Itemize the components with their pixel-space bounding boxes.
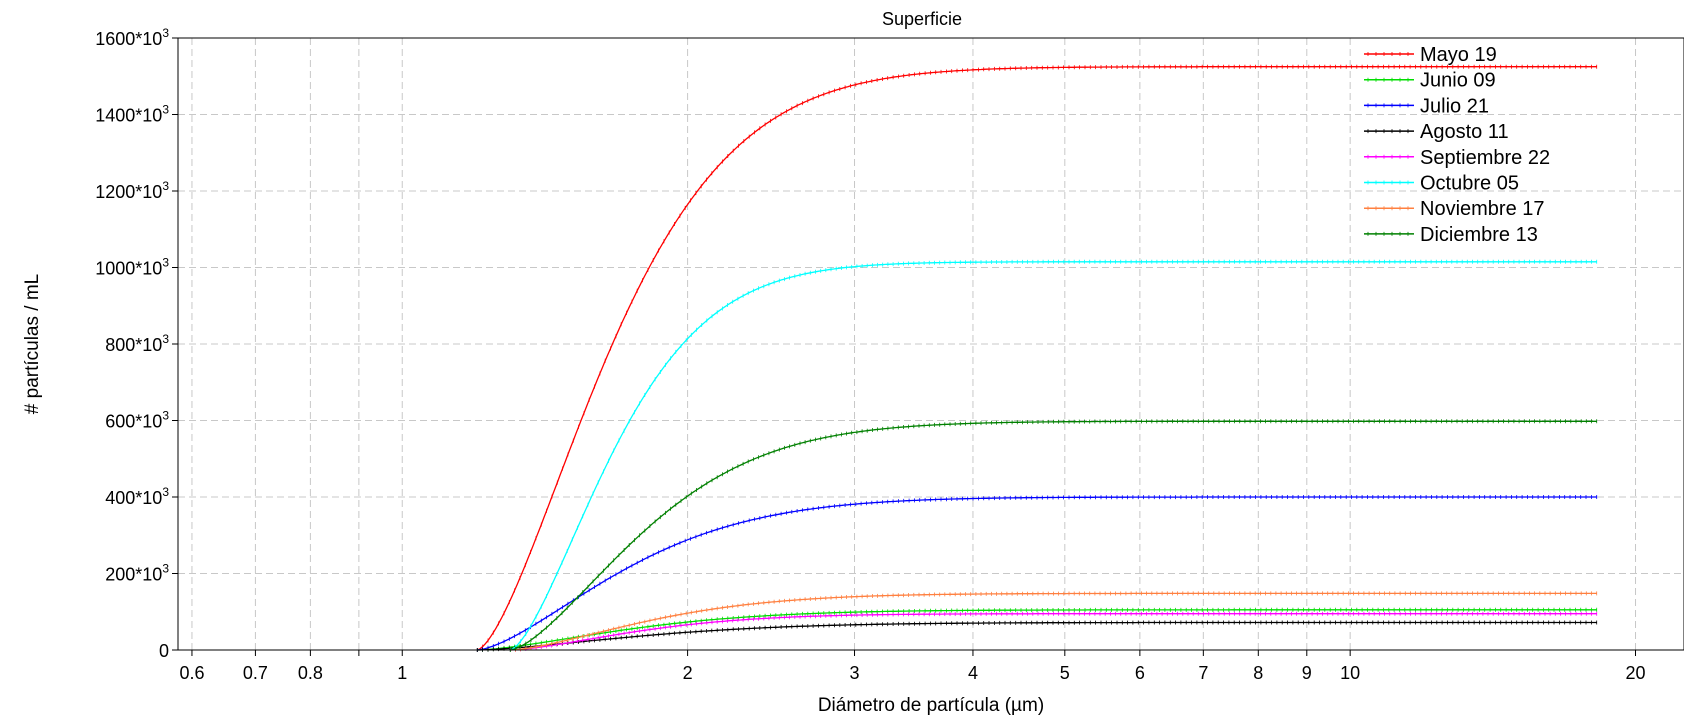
legend-label: Diciembre 13 [1420, 224, 1538, 246]
y-axis: 0 200*103 400*103 600*103 800*103 1000*103 120… [95, 26, 178, 661]
x-tick-label: 1 [397, 663, 407, 683]
legend-item: Octubre 05 [1364, 173, 1519, 195]
legend-label: Mayo 19 [1420, 44, 1497, 66]
series-line [510, 613, 1597, 651]
series-markers [509, 611, 1598, 652]
x-tick-label: 5 [1060, 663, 1070, 683]
y-tick-label: 800*103 [105, 332, 169, 355]
legend-swatch-markers [1367, 154, 1409, 159]
legend-label: Julio 21 [1420, 95, 1489, 117]
series-diciembre-13 [509, 419, 1598, 652]
y-tick-label: 1400*103 [95, 103, 169, 126]
x-tick-label: 6 [1135, 663, 1145, 683]
series-line [510, 592, 1597, 651]
chart-title: Superficie [882, 9, 962, 29]
legend: Mayo 19 Junio 09 Julio 21 Agosto 11 Septiemb… [1364, 44, 1550, 246]
series-markers [509, 419, 1598, 652]
y-axis-label: # partículas / mL [22, 274, 43, 414]
legend-label: Septiembre 22 [1420, 147, 1550, 169]
legend-swatch-markers [1367, 77, 1409, 82]
y-tick-label: 600*103 [105, 409, 169, 432]
legend-item: Agosto 11 [1364, 121, 1509, 143]
y-tick-label: 0 [159, 641, 169, 661]
x-tick-label: 7 [1198, 663, 1208, 683]
legend-item: Septiembre 22 [1364, 147, 1550, 169]
x-tick-label: 0.8 [298, 663, 323, 683]
legend-item: Mayo 19 [1364, 44, 1497, 66]
legend-label: Octubre 05 [1420, 173, 1519, 195]
y-tick-label: 400*103 [105, 485, 169, 508]
x-tick-label: 3 [850, 663, 860, 683]
series-noviembre-17 [509, 591, 1598, 652]
x-tick-label: 20 [1625, 663, 1645, 683]
x-tick-label: 0.7 [243, 663, 268, 683]
x-tick-label: 10 [1340, 663, 1360, 683]
series-septiembre-22 [509, 611, 1598, 652]
y-tick-label: 1000*103 [95, 256, 169, 279]
y-tick-label: 1600*103 [95, 26, 169, 49]
legend-swatch-markers [1367, 129, 1409, 134]
x-axis-label: Diámetro de partícula (µm) [818, 695, 1044, 716]
y-tick-label: 200*103 [105, 562, 169, 585]
series-markers [509, 591, 1598, 652]
legend-label: Junio 09 [1420, 70, 1496, 92]
x-tick-label: 8 [1253, 663, 1263, 683]
legend-item: Julio 21 [1364, 95, 1489, 117]
legend-label: Agosto 11 [1420, 121, 1509, 143]
legend-swatch-markers [1367, 103, 1409, 108]
y-tick-label: 1200*103 [95, 179, 169, 202]
x-tick-label: 4 [968, 663, 978, 683]
legend-item: Junio 09 [1364, 70, 1496, 92]
x-tick-label: 9 [1302, 663, 1312, 683]
x-axis: 0.6 0.7 0.8 1 2 3 4 5 6 7 8 9 10 20 [179, 650, 1646, 683]
x-tick-label: 2 [683, 663, 693, 683]
legend-swatch-markers [1367, 231, 1409, 236]
x-tick-label: 0.6 [179, 663, 204, 683]
legend-item: Noviembre 17 [1364, 198, 1545, 220]
legend-swatch-markers [1367, 180, 1409, 185]
legend-label: Noviembre 17 [1420, 198, 1545, 220]
legend-swatch-markers [1367, 52, 1409, 56]
series-agosto-11 [476, 620, 1598, 652]
legend-swatch-markers [1367, 206, 1409, 211]
legend-item: Diciembre 13 [1364, 224, 1538, 246]
